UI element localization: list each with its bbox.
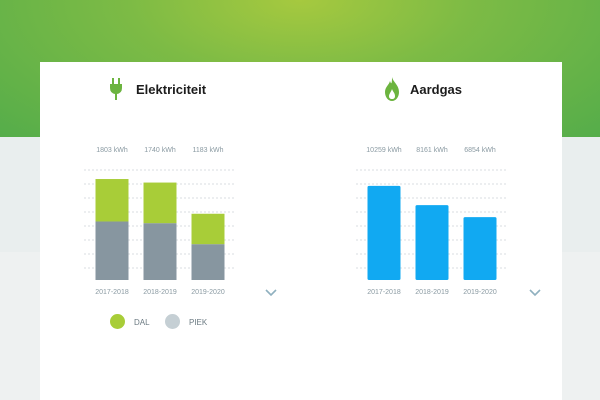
legend-label-piek: PIEK xyxy=(189,318,208,327)
gas-title: Aardgas xyxy=(410,82,463,97)
value-label: 1183 kWh xyxy=(193,147,224,154)
bar-dal xyxy=(143,182,177,224)
legend-label-dal: DAL xyxy=(134,318,150,327)
category-label: 2017-2018 xyxy=(367,289,401,296)
electricity-title: Elektriciteit xyxy=(136,82,207,97)
chevron-down-icon[interactable] xyxy=(265,289,277,297)
legend-swatch-dal xyxy=(110,314,125,329)
value-label: 1803 kWh xyxy=(96,147,128,154)
category-label: 2017-2018 xyxy=(95,289,129,296)
value-label: 6854 kWh xyxy=(464,147,496,154)
usage-card: Elektriciteit Aardgas 1803 kWh 1740 kWh 11… xyxy=(40,62,562,400)
value-label: 1740 kWh xyxy=(144,147,176,154)
value-label: 10259 kWh xyxy=(366,147,402,154)
bar-piek xyxy=(191,244,225,280)
category-label: 2019-2020 xyxy=(191,289,225,296)
bar-gas xyxy=(367,185,401,280)
bar-dal xyxy=(95,179,129,222)
chevron-down-icon[interactable] xyxy=(529,289,541,297)
flame-icon xyxy=(385,77,399,101)
bar-gas xyxy=(415,205,449,280)
legend-swatch-piek xyxy=(165,314,180,329)
category-label: 2019-2020 xyxy=(463,289,497,296)
value-label: 8161 kWh xyxy=(416,147,448,154)
gas-chart: 10259 kWh 8161 kWh 6854 kWh 2017-2018 2018-2… xyxy=(356,147,508,296)
electricity-chart: 1803 kWh 1740 kWh 1183 kWh 2017-2018 2018-20… xyxy=(84,147,236,296)
plug-icon xyxy=(110,78,122,100)
category-label: 2018-2019 xyxy=(143,289,177,296)
category-label: 2018-2019 xyxy=(415,289,449,296)
bar-piek xyxy=(143,223,177,280)
bar-piek xyxy=(95,221,129,280)
bar-dal xyxy=(191,213,225,245)
bar-gas xyxy=(463,217,497,280)
